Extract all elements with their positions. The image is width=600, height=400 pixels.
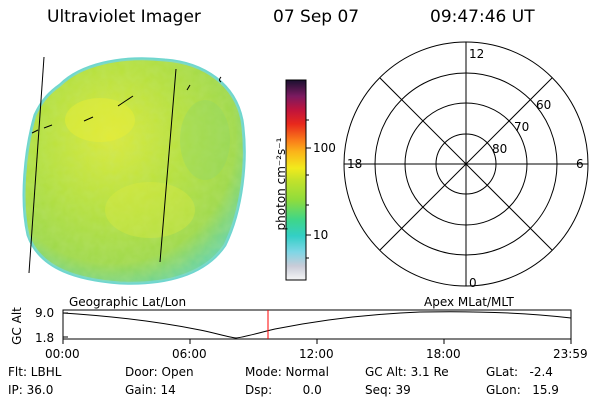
date-label: 07 Sep 07 xyxy=(273,7,360,27)
mlt-label-6: 6 xyxy=(576,157,584,171)
mlt-label-18: 18 xyxy=(347,157,363,171)
info-door: Door: Open xyxy=(125,365,194,379)
lon-line-right xyxy=(159,68,177,263)
time-label: 09:47:46 UT xyxy=(430,7,535,27)
time-tick-0600: 06:00 xyxy=(172,347,207,361)
instrument-title: Ultraviolet Imager xyxy=(47,7,201,27)
info-mode: Mode: Normal xyxy=(245,365,329,379)
info-filter: Flt: LBHL xyxy=(8,365,62,379)
time-tick-2359: 23:59 xyxy=(553,347,588,361)
info-glat: GLat: -2.4 xyxy=(486,365,553,379)
info-gain: Gain: 14 xyxy=(125,383,176,397)
info-seq: Seq: 39 xyxy=(365,383,411,397)
apex-label: Apex MLat/MLT xyxy=(424,295,514,309)
colorbar-unit-label: photon cm⁻²s⁻¹ xyxy=(274,137,288,231)
info-ip: IP: 36.0 xyxy=(8,383,54,397)
mlt-label-0: 0 xyxy=(469,276,477,290)
uv-disk xyxy=(22,57,246,285)
lat-label-60: 60 xyxy=(536,98,552,112)
altitude-tick-high: 9.0 xyxy=(35,306,55,320)
geographic-label: Geographic Lat/Lon xyxy=(69,295,187,309)
time-tick-1800: 18:00 xyxy=(426,347,461,361)
info-glon: GLon: 15.9 xyxy=(486,383,559,397)
time-tick-0000: 00:00 xyxy=(45,347,80,361)
lon-line-left xyxy=(28,56,45,274)
info-gc-alt: GC Alt: 3.1 Re xyxy=(365,365,449,379)
altitude-axis-title: GC Alt xyxy=(10,307,24,345)
lat-label-70: 70 xyxy=(514,120,530,134)
colorbar-tick-10: 10 xyxy=(313,228,329,242)
lat-label-80: 80 xyxy=(492,142,508,156)
mlt-label-12: 12 xyxy=(469,47,485,61)
colorbar-tick-100: 100 xyxy=(313,141,336,155)
altitude-tick-low: 1.8 xyxy=(35,331,55,345)
altitude-curve xyxy=(62,311,572,339)
time-tick-1200: 12:00 xyxy=(299,347,334,361)
info-dsp: Dsp: 0.0 xyxy=(245,383,322,397)
